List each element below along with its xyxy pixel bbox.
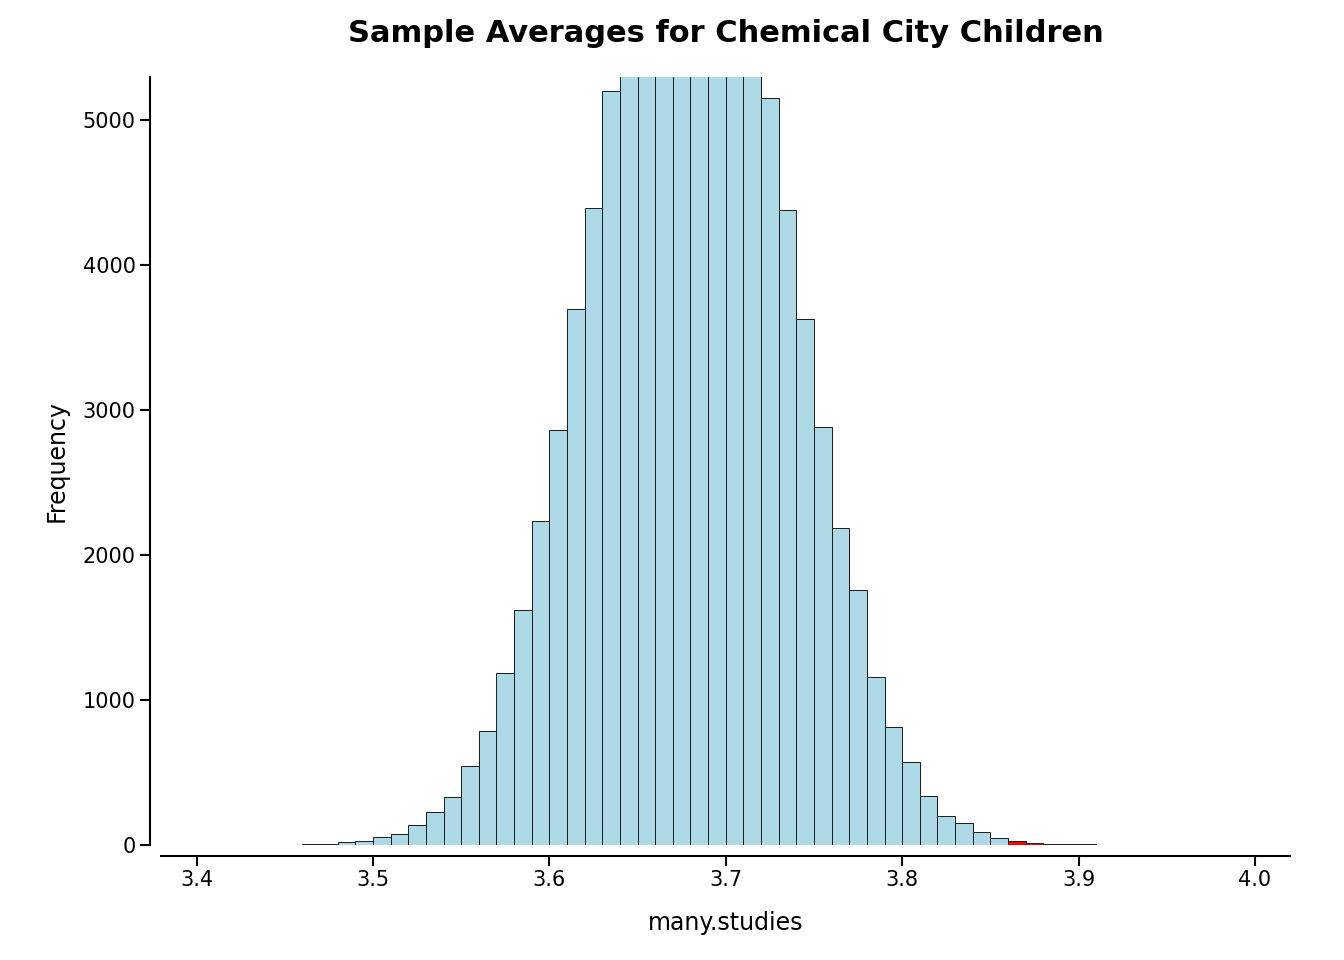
Bar: [937, 816, 956, 845]
Bar: [726, 0, 743, 845]
Bar: [372, 837, 391, 845]
Bar: [391, 834, 409, 845]
Bar: [743, 0, 761, 845]
Bar: [461, 766, 478, 845]
Bar: [426, 812, 444, 845]
Bar: [337, 843, 355, 845]
Y-axis label: Frequency: Frequency: [44, 399, 69, 522]
Bar: [478, 732, 496, 845]
Bar: [496, 673, 513, 845]
Bar: [1025, 843, 1043, 845]
Bar: [620, 0, 637, 845]
Bar: [973, 832, 991, 845]
Bar: [585, 208, 602, 845]
Bar: [956, 824, 973, 845]
Bar: [532, 520, 550, 845]
Bar: [867, 678, 884, 845]
Bar: [849, 589, 867, 845]
Bar: [444, 797, 461, 845]
Bar: [832, 528, 849, 845]
Bar: [637, 0, 655, 845]
Bar: [778, 210, 796, 845]
Bar: [602, 91, 620, 845]
X-axis label: many.studies: many.studies: [648, 911, 804, 935]
Bar: [814, 427, 832, 845]
Bar: [409, 825, 426, 845]
Bar: [761, 98, 778, 845]
Bar: [991, 838, 1008, 845]
Bar: [550, 430, 567, 845]
Title: Sample Averages for Chemical City Children: Sample Averages for Chemical City Childr…: [348, 19, 1103, 48]
Bar: [567, 309, 585, 845]
Bar: [902, 762, 919, 845]
Bar: [673, 0, 691, 845]
Bar: [513, 610, 532, 845]
Bar: [691, 0, 708, 845]
Bar: [884, 727, 902, 845]
Bar: [1008, 841, 1025, 845]
Bar: [919, 796, 937, 845]
Bar: [355, 842, 372, 845]
Bar: [796, 320, 814, 845]
Bar: [708, 0, 726, 845]
Bar: [655, 0, 673, 845]
